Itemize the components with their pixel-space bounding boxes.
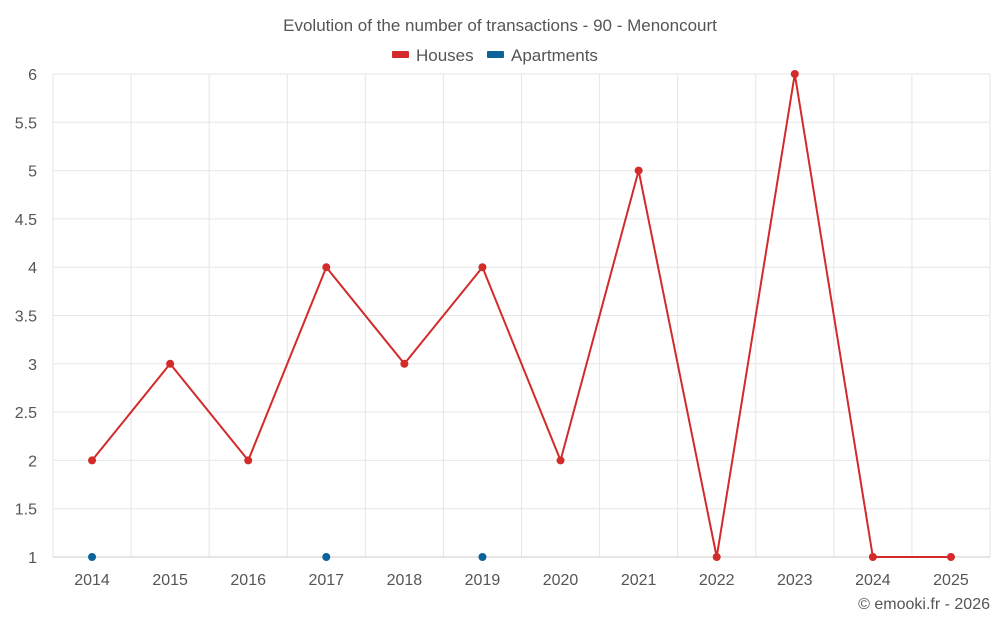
data-point-houses[interactable] bbox=[946, 553, 955, 561]
x-tick-label: 2022 bbox=[699, 572, 735, 589]
y-tick-label: 3 bbox=[28, 357, 37, 374]
data-point-houses[interactable] bbox=[400, 359, 409, 368]
x-tick-label: 2020 bbox=[543, 572, 579, 589]
y-tick-label: 6 bbox=[28, 67, 37, 84]
x-tick-label: 2014 bbox=[74, 572, 110, 589]
chart-credit: © emooki.fr - 2026 bbox=[858, 596, 990, 613]
data-point-houses[interactable] bbox=[556, 456, 565, 465]
x-tick-label: 2019 bbox=[465, 572, 501, 589]
legend-label-apartments[interactable]: Apartments bbox=[511, 46, 598, 65]
x-tick-label: 2025 bbox=[933, 572, 969, 589]
y-tick-label: 1 bbox=[28, 550, 37, 567]
data-point-apartments[interactable] bbox=[88, 553, 97, 561]
chart-legend: Houses Apartments bbox=[392, 46, 598, 65]
y-tick-label: 3.5 bbox=[15, 309, 37, 326]
data-point-houses[interactable] bbox=[790, 70, 799, 78]
y-tick-label: 4 bbox=[28, 260, 37, 277]
data-point-houses[interactable] bbox=[244, 456, 253, 465]
data-point-apartments[interactable] bbox=[322, 553, 331, 561]
series-apartments bbox=[88, 553, 487, 561]
legend-swatch-houses bbox=[392, 51, 409, 58]
x-tick-label: 2023 bbox=[777, 572, 813, 589]
data-point-houses[interactable] bbox=[712, 553, 721, 561]
data-point-apartments[interactable] bbox=[478, 553, 487, 561]
x-tick-label: 2017 bbox=[308, 572, 344, 589]
x-tick-label: 2021 bbox=[621, 572, 657, 589]
y-tick-label: 4.5 bbox=[15, 212, 37, 229]
y-tick-label: 5 bbox=[28, 164, 37, 181]
x-tick-label: 2018 bbox=[387, 572, 423, 589]
y-axis: 1 1.5 2 2.5 3 3.5 4 4.5 5 5.5 6 bbox=[15, 67, 37, 567]
legend-label-houses[interactable]: Houses bbox=[416, 46, 474, 65]
data-point-houses[interactable] bbox=[166, 359, 175, 368]
data-point-houses[interactable] bbox=[868, 553, 877, 561]
series-layer bbox=[88, 70, 955, 561]
x-tick-label: 2015 bbox=[152, 572, 188, 589]
x-axis: 2014 2015 2016 2017 2018 2019 2020 2021 2022 2023… bbox=[53, 556, 990, 589]
y-tick-label: 2 bbox=[28, 453, 37, 470]
y-tick-label: 1.5 bbox=[15, 502, 37, 519]
x-tick-label: 2024 bbox=[855, 572, 891, 589]
legend-swatch-apartments bbox=[487, 51, 504, 58]
chart-title: Evolution of the number of transactions … bbox=[283, 16, 717, 35]
data-point-houses[interactable] bbox=[322, 263, 331, 272]
y-tick-label: 5.5 bbox=[15, 115, 37, 132]
data-point-houses[interactable] bbox=[478, 263, 487, 272]
series-line-houses bbox=[91, 73, 951, 558]
x-tick-label: 2016 bbox=[230, 572, 266, 589]
data-point-houses[interactable] bbox=[88, 456, 97, 465]
grid bbox=[52, 73, 991, 558]
data-point-houses[interactable] bbox=[634, 166, 643, 175]
y-tick-label: 2.5 bbox=[15, 405, 37, 422]
series-houses bbox=[88, 70, 955, 561]
